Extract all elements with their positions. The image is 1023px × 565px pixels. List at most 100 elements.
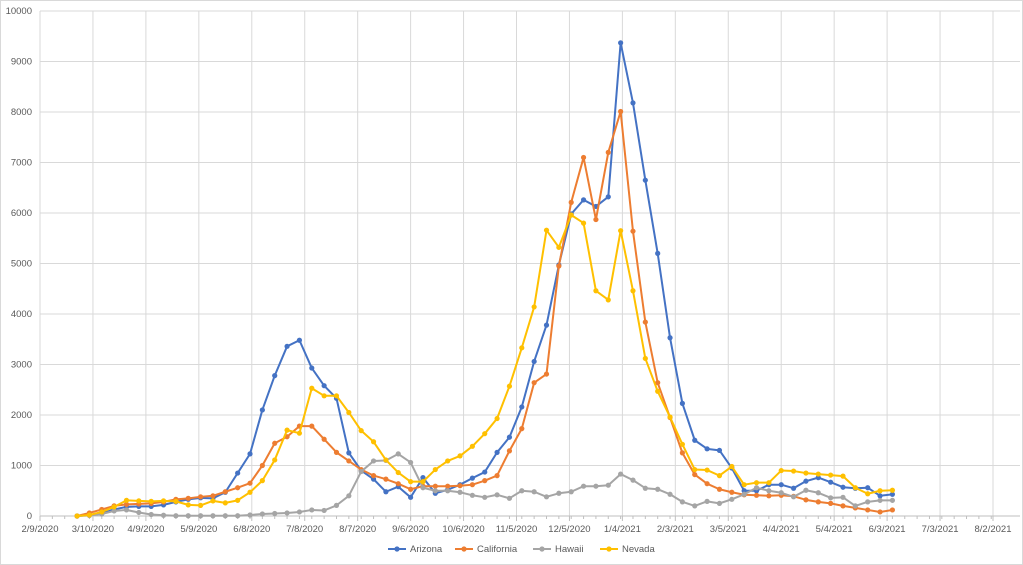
legend-marker <box>461 546 467 552</box>
data-point <box>519 488 525 494</box>
legend-item-nevada: Nevada <box>600 544 655 555</box>
data-point <box>889 491 896 497</box>
data-point <box>543 322 550 328</box>
data-point <box>568 199 574 205</box>
data-point <box>506 495 513 501</box>
data-point <box>815 471 821 477</box>
data-point <box>346 450 352 456</box>
data-point <box>704 481 710 487</box>
y-tick-label: 2000 <box>11 410 32 421</box>
data-point <box>506 448 513 454</box>
data-point <box>370 458 377 464</box>
data-point <box>605 194 611 200</box>
data-point <box>445 488 451 494</box>
data-point <box>692 437 698 443</box>
data-point <box>346 493 352 499</box>
data-point <box>420 485 426 491</box>
x-axis-ticks: 2/9/2020 3/10/2020 4/9/2020 5/9/2020 6/8/202… <box>22 524 1012 535</box>
data-point <box>284 510 290 516</box>
data-point <box>852 503 858 509</box>
data-point <box>519 404 525 410</box>
data-point <box>99 509 105 515</box>
data-point <box>408 459 414 466</box>
data-point <box>679 441 685 447</box>
x-tick-label: 10/6/2020 <box>442 524 484 535</box>
data-point <box>790 494 797 500</box>
data-point <box>494 449 500 455</box>
data-point <box>531 489 537 495</box>
data-point <box>519 345 525 351</box>
data-point <box>506 434 513 440</box>
data-point <box>160 512 167 518</box>
data-point <box>408 486 414 492</box>
data-point <box>358 428 364 434</box>
data-point <box>395 469 401 476</box>
data-point <box>556 244 562 250</box>
y-tick-label: 3000 <box>11 360 32 371</box>
data-point <box>630 288 636 294</box>
data-point <box>877 488 883 494</box>
data-point <box>482 478 488 484</box>
data-point <box>457 483 463 489</box>
data-point <box>482 431 488 437</box>
data-point <box>580 220 587 226</box>
data-point <box>556 490 562 496</box>
data-point <box>655 380 661 386</box>
data-point <box>222 500 228 506</box>
data-point <box>86 512 93 518</box>
x-tick-label: 8/2/2021 <box>975 524 1012 535</box>
data-point <box>494 473 500 479</box>
data-point <box>284 343 290 349</box>
data-point <box>210 493 216 499</box>
data-point <box>618 471 624 477</box>
data-point <box>395 451 401 457</box>
data-point <box>741 491 747 497</box>
data-point <box>383 489 389 495</box>
data-point <box>679 499 685 505</box>
y-axis-ticks: 0 1000 2000 3000 4000 5000 6000 7000 8000 9000 100… <box>6 6 32 522</box>
data-point <box>889 507 896 513</box>
data-point <box>494 492 500 498</box>
legend-marker <box>539 546 545 552</box>
data-point <box>531 358 537 365</box>
data-point <box>667 414 673 420</box>
data-point <box>803 497 809 503</box>
data-point <box>655 250 661 256</box>
data-point <box>568 489 574 495</box>
legend-item-arizona: Arizona <box>388 544 443 555</box>
x-tick-label: 1/4/2021 <box>604 524 641 535</box>
x-tick-label: 2/3/2021 <box>657 524 694 535</box>
data-point <box>605 149 611 155</box>
data-point <box>210 513 216 519</box>
series-group <box>74 40 896 519</box>
data-point <box>741 482 747 488</box>
legend-item-hawaii: Hawaii <box>533 544 584 555</box>
data-point <box>642 485 648 491</box>
data-point <box>655 486 661 492</box>
x-tick-label: 3/10/2020 <box>72 524 114 535</box>
x-tick-label: 4/4/2021 <box>763 524 800 535</box>
data-point <box>716 500 723 506</box>
data-point <box>568 212 574 218</box>
data-point <box>272 440 278 446</box>
data-point <box>185 495 191 501</box>
data-point <box>457 453 463 459</box>
data-point <box>296 430 303 436</box>
data-point <box>395 481 401 487</box>
data-point <box>865 499 871 505</box>
data-point <box>828 495 834 501</box>
data-point <box>123 507 130 513</box>
data-point <box>185 513 191 519</box>
data-point <box>296 337 303 343</box>
data-point <box>889 487 896 493</box>
data-point <box>877 497 883 503</box>
data-point <box>865 485 871 491</box>
data-point <box>148 511 154 518</box>
data-point <box>716 486 723 492</box>
data-point <box>272 373 278 379</box>
data-point <box>753 485 760 491</box>
data-point <box>309 385 315 391</box>
data-point <box>173 498 179 504</box>
data-point <box>111 508 117 514</box>
data-point <box>173 513 179 519</box>
